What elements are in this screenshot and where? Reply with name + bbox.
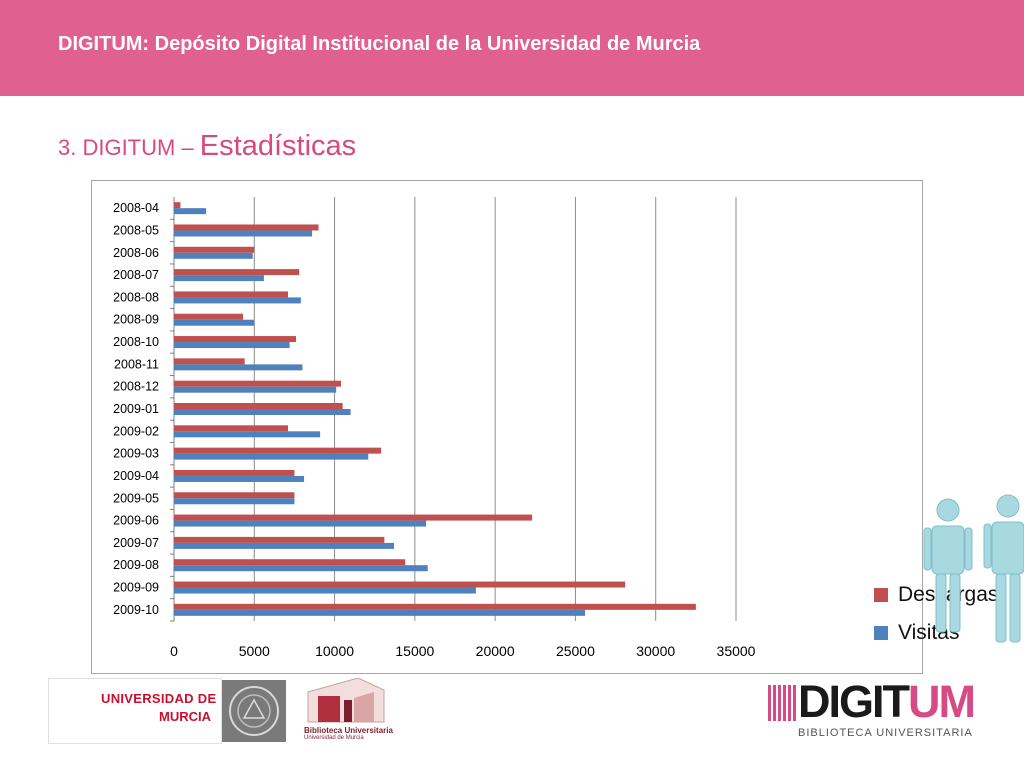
chart-legend: Descargas Visitas bbox=[874, 576, 998, 652]
x-tick-label-35000: 35000 bbox=[717, 643, 756, 659]
x-tick-label-20000: 20000 bbox=[476, 643, 515, 659]
legend-swatch-descargas bbox=[874, 588, 888, 602]
legend-item-descargas: Descargas bbox=[874, 576, 998, 614]
bar-visitas-2009-06 bbox=[174, 520, 427, 527]
chart-panel: 0 5000 10000 15000 20000 25000 30000 35000 2008-… bbox=[91, 180, 998, 674]
bar-visitas-2008-08 bbox=[174, 297, 301, 304]
um-logo-line2: MURCIA bbox=[159, 709, 211, 724]
bar-descargas-2009-05 bbox=[174, 492, 295, 499]
bar-visitas-2008-06 bbox=[174, 252, 253, 259]
y-tick-label-2008-12: 2008-12 bbox=[113, 380, 159, 394]
bar-descargas-2008-08 bbox=[174, 291, 289, 298]
bar-descargas-2008-12 bbox=[174, 380, 341, 387]
um-logo-line1: UNIVERSIDAD DE bbox=[101, 691, 217, 706]
university-logos: UNIVERSIDAD DE MURCIA Biblioteca Univers… bbox=[48, 677, 393, 744]
digitum-wordmark-accent: UM bbox=[908, 676, 976, 727]
bar-visitas-2008-11 bbox=[174, 364, 303, 371]
y-tick-label-2009-03: 2009-03 bbox=[113, 447, 159, 461]
x-tick-label-5000: 5000 bbox=[239, 643, 270, 659]
y-tick-label-2009-10: 2009-10 bbox=[113, 603, 159, 617]
y-tick-label-2008-07: 2008-07 bbox=[113, 268, 159, 282]
bar-visitas-2008-12 bbox=[174, 386, 337, 393]
bar-descargas-2008-10 bbox=[174, 336, 297, 343]
bar-descargas-2009-10 bbox=[174, 603, 696, 610]
bar-visitas-2008-09 bbox=[174, 319, 255, 326]
bar-visitas-2008-04 bbox=[174, 208, 207, 215]
y-tick-label-2008-10: 2008-10 bbox=[113, 335, 159, 349]
bar-descargas-2008-07 bbox=[174, 269, 300, 276]
x-tick-label-25000: 25000 bbox=[556, 643, 595, 659]
y-tick-label-2009-09: 2009-09 bbox=[113, 581, 159, 595]
bar-visitas-2009-10 bbox=[174, 609, 586, 616]
bar-descargas-2009-06 bbox=[174, 514, 533, 521]
y-tick-label-2009-08: 2009-08 bbox=[113, 558, 159, 572]
x-tick-label-0: 0 bbox=[170, 643, 178, 659]
y-tick-label-2009-07: 2009-07 bbox=[113, 536, 159, 550]
universidad-murcia-logo: UNIVERSIDAD DE MURCIA bbox=[48, 678, 222, 744]
bar-descargas-2008-09 bbox=[174, 313, 244, 320]
x-tick-label-10000: 10000 bbox=[315, 643, 354, 659]
bar-descargas-2008-11 bbox=[174, 358, 245, 365]
legend-swatch-visitas bbox=[874, 626, 888, 640]
y-tick-label-2008-04: 2008-04 bbox=[113, 201, 159, 215]
y-tick-label-2009-01: 2009-01 bbox=[113, 402, 159, 416]
bar-visitas-2009-02 bbox=[174, 431, 321, 438]
section-title: 3. DIGITUM – Estadísticas bbox=[58, 130, 356, 163]
bar-descargas-2009-01 bbox=[174, 403, 343, 409]
x-tick-label-15000: 15000 bbox=[395, 643, 434, 659]
biblioteca-logo-line1: Biblioteca Universitaria bbox=[304, 726, 393, 735]
bar-descargas-2008-05 bbox=[174, 224, 319, 231]
y-tick-label-2009-06: 2009-06 bbox=[113, 514, 159, 528]
digitum-logo: DIGITUM BIBLIOTECA UNIVERSITARIA bbox=[768, 678, 988, 742]
bar-descargas-2009-09 bbox=[174, 581, 626, 588]
y-tick-label-2009-02: 2009-02 bbox=[113, 424, 159, 438]
people-illustration-icon bbox=[923, 494, 1024, 643]
y-tick-label-2008-09: 2008-09 bbox=[113, 313, 159, 327]
bar-visitas-2008-07 bbox=[174, 275, 264, 282]
bar-descargas-2009-03 bbox=[174, 447, 382, 454]
bar-descargas-2009-04 bbox=[174, 469, 295, 476]
bar-chart: 0 5000 10000 15000 20000 25000 30000 35000 2008-… bbox=[113, 197, 756, 659]
bar-visitas-2009-01 bbox=[174, 409, 351, 415]
bar-descargas-2009-02 bbox=[174, 425, 289, 432]
bar-visitas-2008-10 bbox=[174, 342, 290, 349]
x-tick-label-30000: 30000 bbox=[636, 643, 675, 659]
biblioteca-logo-line2: Universidad de Murcia bbox=[304, 735, 364, 741]
bar-visitas-2009-04 bbox=[174, 475, 305, 482]
digitum-wordmark: DIGITUM bbox=[798, 676, 976, 727]
bar-visitas-2009-05 bbox=[174, 498, 295, 505]
y-tick-label-2008-06: 2008-06 bbox=[113, 246, 159, 260]
page-title: DIGITUM: Depósito Digital Institucional … bbox=[58, 33, 701, 55]
bar-visitas-2009-03 bbox=[174, 453, 369, 460]
bar-visitas-2008-05 bbox=[174, 230, 313, 237]
biblioteca-logo-icon bbox=[307, 677, 385, 723]
university-seal-icon bbox=[222, 680, 286, 742]
bar-descargas-2009-08 bbox=[174, 559, 406, 566]
digitum-wordmark-main: DIGIT bbox=[798, 676, 910, 727]
bar-visitas-2009-08 bbox=[174, 565, 428, 572]
y-tick-label-2009-04: 2009-04 bbox=[113, 469, 159, 483]
header-banner: DIGITUM: Depósito Digital Institucional … bbox=[0, 0, 1024, 96]
y-tick-label-2008-05: 2008-05 bbox=[113, 223, 159, 237]
y-tick-label-2008-08: 2008-08 bbox=[113, 290, 159, 304]
bar-descargas-2008-06 bbox=[174, 246, 255, 253]
section-title-text: Estadísticas bbox=[199, 130, 357, 162]
bar-visitas-2009-07 bbox=[174, 542, 394, 549]
legend-label-descargas: Descargas bbox=[898, 583, 999, 606]
y-tick-label-2009-05: 2009-05 bbox=[113, 491, 159, 505]
digitum-subtitle: BIBLIOTECA UNIVERSITARIA bbox=[798, 727, 973, 739]
y-tick-label-2008-11: 2008-11 bbox=[114, 357, 159, 371]
digitum-barcode-icon bbox=[768, 685, 798, 721]
bar-descargas-2009-07 bbox=[174, 536, 385, 543]
section-prefix: 3. DIGITUM – bbox=[58, 135, 200, 160]
biblioteca-logo: Biblioteca Universitaria Universidad de … bbox=[304, 677, 393, 744]
bar-descargas-2008-04 bbox=[174, 202, 181, 209]
bar-visitas-2009-09 bbox=[174, 587, 476, 594]
